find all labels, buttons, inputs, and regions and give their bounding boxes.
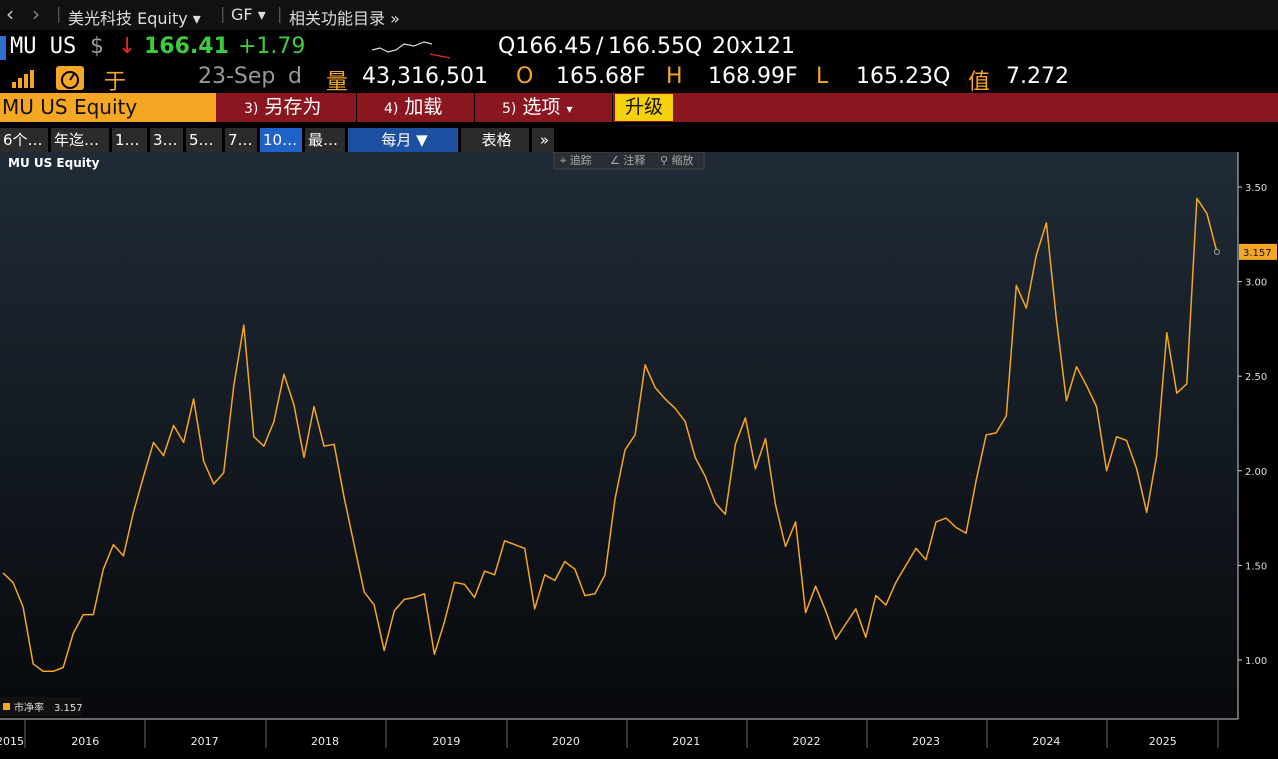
legend-name: 市净率 [14,701,44,714]
date-suffix: d [288,64,302,89]
y-tick-label: 3.00 [1245,278,1267,289]
period-tabs: 6个… 年迄… 1… 3… 5… 7… 10… 最… 每月 ▼ 表格 » [0,128,1278,152]
tab[interactable]: 5… [186,128,222,152]
ask: 166.55Q [608,34,703,59]
tool-track[interactable]: 追踪 [570,153,592,167]
security-nav[interactable]: 美光科技 Equity ▾ [68,9,201,28]
y-tick-label: 2.50 [1245,372,1267,383]
nav-bar: ‹ › | 美光科技 Equity ▾ | GF ▾ | 相关功能目录 » [0,0,1278,30]
separator: / [596,34,604,59]
bid: Q166.45 [498,34,593,59]
last-value-label: 3.157 [1243,248,1272,259]
menu-bar: MU US Equity 3) 另存为 4) 加载 5) 选项 ▾ 升级 [0,93,1278,122]
nav-item[interactable]: 相关功能目录 [289,9,386,28]
x-tick-label: 2023 [912,735,940,748]
last-point [1213,248,1220,255]
tab[interactable]: 最… [305,128,345,152]
x-tick-label: 2022 [793,735,821,748]
last-value-box [1239,243,1277,260]
frequency-dropdown[interactable]: 每月 ▼ [348,128,458,152]
ask-size: x121 [740,34,796,59]
tab[interactable]: 3… [150,128,183,152]
tab[interactable]: 6个… [0,128,48,152]
more-tab[interactable]: » [532,128,554,152]
y-tick-label: 2.00 [1245,467,1267,478]
x-tick-label: 2020 [552,735,580,748]
menu-item[interactable]: 5) 选项 ▾ [476,93,613,122]
tool-annotate[interactable]: 注释 [623,153,645,167]
date: 23-Sep [198,64,276,89]
legend-swatch [3,703,10,710]
x-tick-label: 2025 [1149,735,1177,748]
open-label: O [516,64,534,89]
menu-key: 5) [502,101,517,117]
x-axis-area [0,719,1278,759]
upgrade-button[interactable]: 升级 [615,94,673,121]
x-tick-label: 2021 [672,735,700,748]
legend-value: 3.157 [54,703,83,714]
signal-icons [12,66,84,90]
low: 165.23Q [856,64,951,89]
direction: ↓ [118,34,137,59]
x-tick-label: 2019 [432,735,460,748]
plot-background [0,152,1238,719]
menu-label: 选项 [522,96,561,118]
change: +1.79 [238,34,306,59]
at-label: 于 [104,70,127,95]
security-field[interactable]: MU US Equity [0,93,216,122]
open: 165.68F [556,64,646,89]
x-tick-label: 2018 [311,735,339,748]
price: 166.41 [144,34,229,59]
svg-text:⚲ 缩放: ⚲ 缩放 [660,153,694,167]
menu-label: 加载 [404,96,443,118]
table-tab[interactable]: 表格 [461,128,529,152]
function-nav[interactable]: GF ▾ [231,5,266,24]
chart-toolbar: ⌖ 追踪 ∠ 注释 ⚲ 缩放 [553,152,705,170]
tab[interactable]: 7… [225,128,257,152]
nav-item[interactable]: 美光科技 Equity [68,9,188,28]
nav-item[interactable]: GF [231,5,253,24]
y-tick-label: 3.50 [1245,183,1267,194]
y-axis-area [1238,152,1278,719]
tab-selected[interactable]: 10… [260,128,302,152]
year-separators [24,719,1219,748]
x-tick-label: 2015 [0,735,24,748]
tool-zoom[interactable]: 缩放 [672,153,694,167]
x-tick-label: 2016 [71,735,99,748]
value-label: 值 [968,70,991,95]
tab[interactable]: 年迄… [51,128,109,152]
value: 7.272 [1006,64,1069,89]
legend-box [0,697,82,716]
bid-size: 20 [712,34,740,59]
currency: $ [90,34,104,59]
svg-text:∠ 注释: ∠ 注释 [610,153,645,167]
menu-label: 另存为 [264,96,322,118]
forward-arrow[interactable]: › [32,2,40,26]
menu-item[interactable]: 3) 另存为 [218,93,357,122]
x-tick-label: 2017 [191,735,219,748]
volume-label: 量 [326,70,349,95]
high-label: H [666,64,683,89]
ticker: MU US [10,34,77,59]
x-tick-label: 2024 [1032,735,1060,748]
volume: 43,316,501 [362,64,488,89]
low-label: L [816,64,829,89]
menu-key: 4) [384,101,399,117]
related-nav[interactable]: 相关功能目录 » [289,9,400,28]
y-tick-label: 1.50 [1245,561,1267,572]
y-tick-label: 1.00 [1245,656,1267,667]
svg-text:⌖ 追踪: ⌖ 追踪 [560,153,592,167]
menu-key: 3) [244,101,259,117]
chart-title: MU US Equity [8,156,100,170]
chart: MU US Equity ⌖ 追踪 ∠ 注释 ⚲ 缩放 1.00 1.50 2.00… [0,152,1278,759]
high: 168.99F [708,64,798,89]
series-line [2,197,1218,673]
menu-item[interactable]: 4) 加载 [358,93,475,122]
back-arrow[interactable]: ‹ [6,2,14,26]
sparkline [371,41,451,59]
tab[interactable]: 1… [112,128,147,152]
